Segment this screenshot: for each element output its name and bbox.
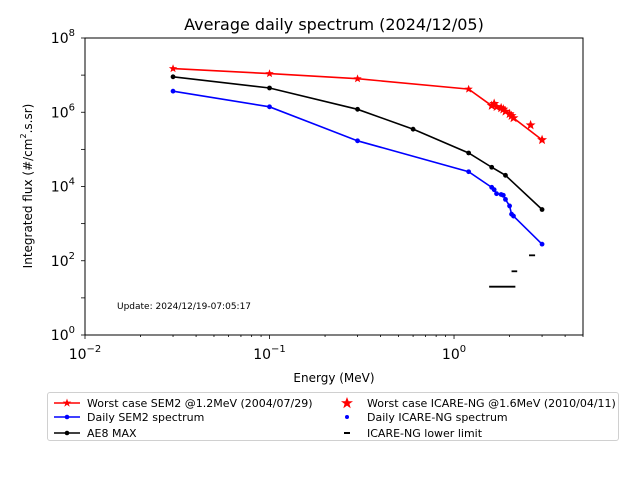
x-axis-label: Energy (MeV) bbox=[293, 371, 374, 385]
data-point-2 bbox=[489, 164, 495, 170]
legend-item-worst-icare: Worst case ICARE-NG @1.6MeV (2010/04/11) bbox=[332, 396, 616, 410]
y-tick-label: 108 bbox=[51, 28, 75, 47]
legend-symbol-blue-dot-line bbox=[54, 414, 80, 420]
y-tick-label: 100 bbox=[51, 325, 75, 344]
y-axis-label-suffix: .s.sr) bbox=[21, 104, 35, 134]
data-point-1 bbox=[466, 169, 472, 175]
legend: Worst case SEM2 @1.2MeV (2004/07/29) Dai… bbox=[47, 392, 619, 441]
legend-label-worst-icare: Worst case ICARE-NG @1.6MeV (2010/04/11) bbox=[367, 396, 616, 410]
legend-label-daily-icare: Daily ICARE-NG spectrum bbox=[367, 410, 508, 424]
series-line-2 bbox=[172, 76, 543, 211]
star-marker bbox=[341, 397, 353, 409]
data-point-star-0 bbox=[464, 84, 473, 93]
x-tick-label: 10−1 bbox=[253, 344, 286, 363]
series-line-1 bbox=[172, 90, 543, 245]
data-point-2 bbox=[170, 74, 176, 80]
y-axis-label: Integrated flux (#/cm2.s.sr) bbox=[19, 104, 35, 269]
legend-label-ae8max: AE8 MAX bbox=[87, 426, 137, 440]
y-axis-label-prefix: Integrated flux (#/cm bbox=[21, 139, 35, 269]
data-point-4 bbox=[507, 203, 512, 209]
data-point-2 bbox=[503, 172, 508, 178]
data-point-1 bbox=[267, 104, 272, 110]
data-point-star-3 bbox=[486, 100, 497, 110]
legend-symbol-blue-dot bbox=[345, 415, 349, 419]
y-tick-label: 102 bbox=[51, 251, 75, 270]
star-marker bbox=[62, 398, 72, 407]
data-point-2 bbox=[267, 85, 272, 91]
plot-frame bbox=[84, 37, 584, 336]
legend-symbol-red-star-line bbox=[54, 398, 80, 407]
data-point-star-3 bbox=[508, 112, 519, 123]
data-point-4 bbox=[501, 193, 506, 198]
data-point-1 bbox=[539, 241, 545, 247]
legend-symbol-red-star bbox=[341, 397, 353, 409]
data-point-star-3 bbox=[525, 119, 536, 130]
data-point-4 bbox=[511, 213, 516, 219]
legend-item-worst-sem2: Worst case SEM2 @1.2MeV (2004/07/29) bbox=[52, 396, 312, 410]
legend-item-daily-icare: Daily ICARE-NG spectrum bbox=[332, 410, 508, 424]
data-point-2 bbox=[410, 126, 416, 132]
data-point-4 bbox=[503, 197, 508, 202]
annotation-update: Update: 2024/12/19-07:05:17 bbox=[117, 302, 251, 312]
legend-label-icare-limit: ICARE-NG lower limit bbox=[367, 426, 483, 440]
data-point-star-3 bbox=[489, 98, 500, 108]
data-point-2 bbox=[539, 207, 545, 212]
data-point-2 bbox=[355, 106, 360, 112]
data-point-star-3 bbox=[506, 110, 517, 121]
legend-label-worst-sem2: Worst case SEM2 @1.2MeV (2004/07/29) bbox=[87, 396, 313, 410]
data-point-4 bbox=[492, 187, 497, 192]
plot-area bbox=[168, 64, 548, 288]
data-point-star-0 bbox=[353, 74, 362, 83]
data-point-star-0 bbox=[265, 69, 274, 78]
data-point-1 bbox=[355, 138, 360, 144]
data-point-star-3 bbox=[496, 102, 507, 113]
y-tick-label: 104 bbox=[51, 177, 75, 196]
axis-ticks: 10−2 10−1 100 100 102 104 106 108 bbox=[51, 28, 584, 363]
legend-symbol-black-dot-line bbox=[54, 430, 80, 436]
y-axis-label-sup: 2 bbox=[19, 133, 28, 138]
data-point-star-3 bbox=[500, 106, 511, 116]
x-tick-label: 100 bbox=[442, 344, 466, 363]
data-point-star-3 bbox=[537, 134, 548, 145]
data-point-star-3 bbox=[504, 108, 515, 119]
spectrum-chart: Average daily spectrum (2024/12/05) 10−2… bbox=[19, 15, 584, 385]
legend-item-ae8max: AE8 MAX bbox=[52, 426, 137, 440]
legend-item-icare-limit: ICARE-NG lower limit bbox=[332, 426, 482, 440]
legend-symbol-black-dash bbox=[344, 432, 350, 434]
legend-item-daily-sem2: Daily SEM2 spectrum bbox=[52, 410, 204, 424]
chart-title: Average daily spectrum (2024/12/05) bbox=[184, 15, 484, 34]
data-point-1 bbox=[170, 88, 176, 94]
y-tick-label: 106 bbox=[51, 102, 75, 121]
legend-label-daily-sem2: Daily SEM2 spectrum bbox=[87, 410, 205, 424]
data-point-star-0 bbox=[168, 64, 178, 73]
data-point-2 bbox=[466, 150, 472, 156]
data-point-star-3 bbox=[498, 104, 509, 114]
x-tick-label: 10−2 bbox=[69, 344, 102, 363]
data-point-star-3 bbox=[491, 101, 502, 112]
data-point-4 bbox=[494, 191, 499, 196]
